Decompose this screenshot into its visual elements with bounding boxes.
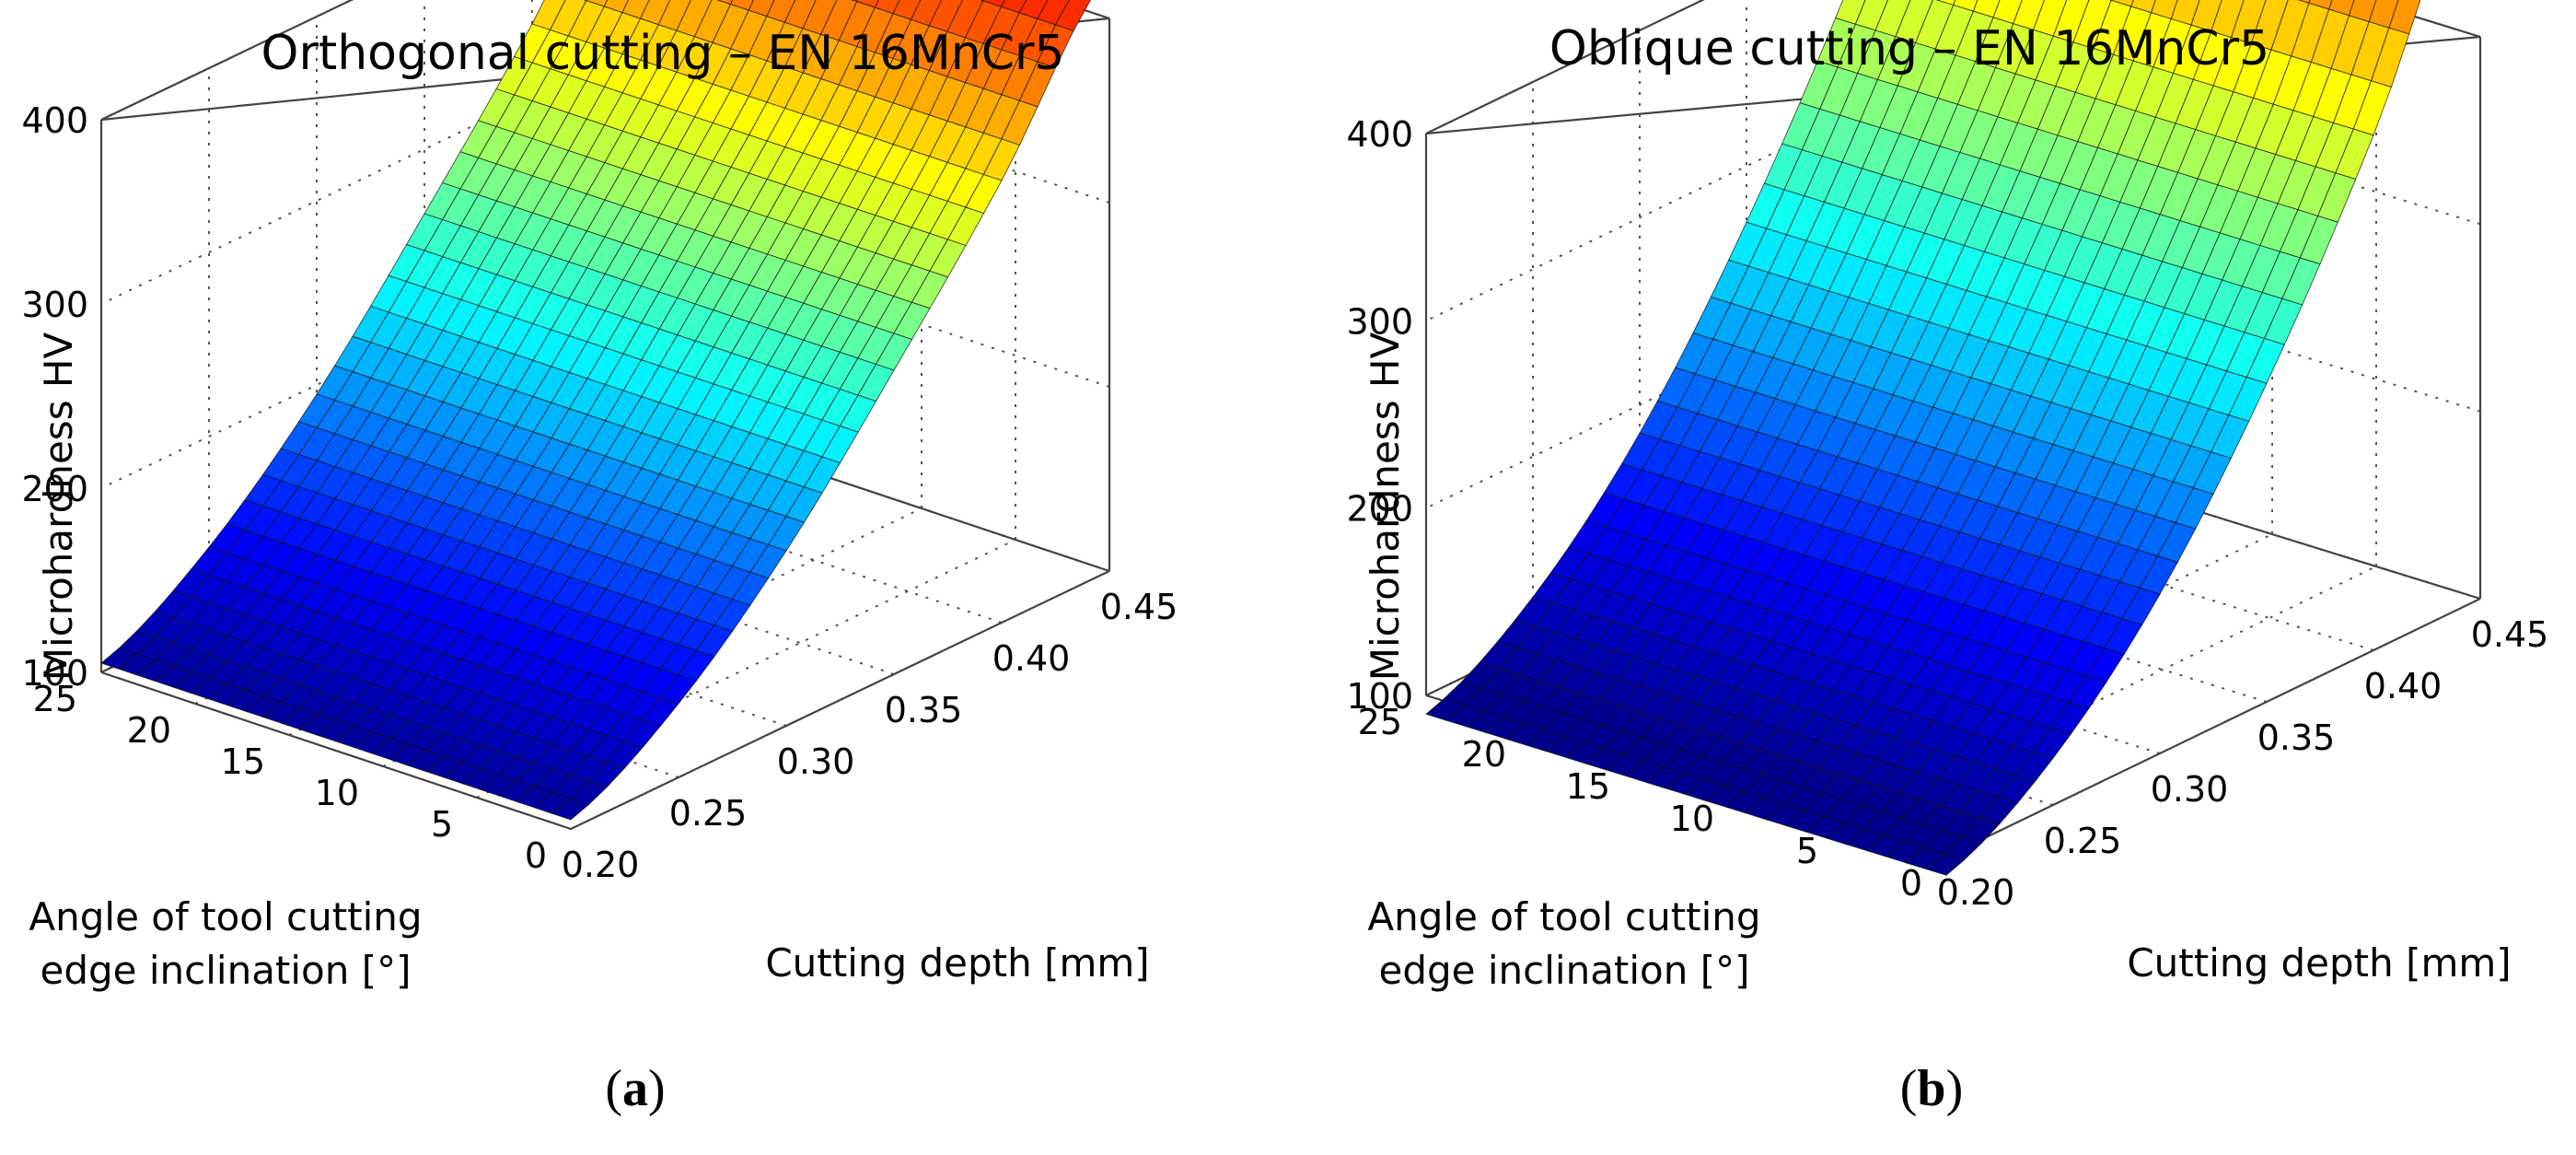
panel-letter-b: b [1917, 1060, 1946, 1117]
surface-mesh [100, 0, 1091, 821]
x-tick-label: 0.40 [992, 638, 1071, 679]
surface-plot-a: 100 200 300 400 0.20 0.25 0.30 0.35 0.40 0.45 0 5 10… [21, 0, 1178, 993]
x-tick-label: 0.35 [885, 690, 963, 730]
z-tick-label: 200 [1346, 489, 1413, 530]
y-tick-label: 15 [221, 741, 265, 782]
panel-letter-a: a [622, 1060, 648, 1117]
chart-title: Oblique cutting – EN 16MnCr5 [1549, 21, 2269, 76]
x-tick-label: 0.45 [2471, 614, 2549, 655]
x-tick-label: 0.25 [2044, 821, 2122, 861]
y-tick-label: 20 [127, 710, 171, 751]
tick-labels: 100 200 300 400 0.20 0.25 0.30 0.35 0.40 0.45 0 5 10… [1346, 114, 2548, 913]
z-tick-label: 200 [21, 469, 88, 509]
z-tick-label: 100 [21, 653, 88, 694]
y-tick-label: 25 [33, 679, 77, 719]
y-axis-label: Angle of tool cutting [1367, 894, 1760, 939]
y-tick-label: 10 [315, 773, 359, 813]
z-axis-label: Microhardness HV [1363, 332, 1408, 682]
y-tick-label: 5 [1796, 831, 1818, 871]
surface-plot-b: 100 200 300 400 0.20 0.25 0.30 0.35 0.40 0.45 0 5 10… [1346, 0, 2548, 993]
z-tick-label: 300 [21, 285, 88, 325]
x-tick-label: 0.35 [2257, 718, 2336, 758]
y-axis-label: edge inclination [°] [1379, 948, 1750, 993]
x-axis-label: Cutting depth [mm] [765, 940, 1149, 986]
y-tick-label: 20 [1462, 734, 1506, 775]
y-tick-label: 15 [1566, 766, 1610, 807]
x-tick-label: 0.20 [562, 845, 640, 885]
z-tick-label: 400 [1346, 114, 1413, 155]
y-tick-label: 0 [525, 835, 547, 876]
z-tick-label: 300 [1346, 301, 1413, 342]
x-tick-label: 0.40 [2364, 666, 2443, 706]
x-tick-label: 0.20 [1937, 872, 2015, 913]
panel-caption-a: (a) [605, 1060, 666, 1117]
x-tick-label: 0.25 [669, 793, 748, 834]
chart-panel-b: 100 200 300 400 0.20 0.25 0.30 0.35 0.40 0.45 0 5 10… [1288, 0, 2576, 1155]
y-tick-label: 10 [1670, 799, 1714, 839]
z-tick-label: 100 [1346, 676, 1413, 717]
chart-panel-a: 100 200 300 400 0.20 0.25 0.30 0.35 0.40 0.45 0 5 10… [21, 0, 1178, 993]
x-tick-label: 0.30 [2151, 769, 2229, 810]
tick-labels: 100 200 300 400 0.20 0.25 0.30 0.35 0.40 0.45 0 5 10… [21, 100, 1178, 885]
y-axis-label: Angle of tool cutting [29, 894, 422, 939]
x-tick-label: 0.45 [1100, 587, 1178, 627]
surface-patch [1925, 853, 1966, 876]
y-tick-label: 0 [1900, 863, 1922, 904]
surface-patch [551, 798, 590, 821]
z-axis-label: Microhardness HV [36, 332, 81, 682]
x-tick-label: 0.30 [777, 741, 855, 782]
x-axis-label: Cutting depth [mm] [2127, 940, 2511, 986]
panel-caption-b: (b) [1899, 1060, 1964, 1117]
z-tick-label: 400 [21, 100, 88, 141]
surface-mesh [1425, 0, 2421, 876]
y-tick-label: 25 [1358, 702, 1402, 742]
y-axis-label: edge inclination [°] [41, 948, 412, 993]
y-tick-label: 5 [431, 804, 453, 845]
chart-title: Orthogonal cutting – EN 16MnCr5 [261, 26, 1065, 81]
